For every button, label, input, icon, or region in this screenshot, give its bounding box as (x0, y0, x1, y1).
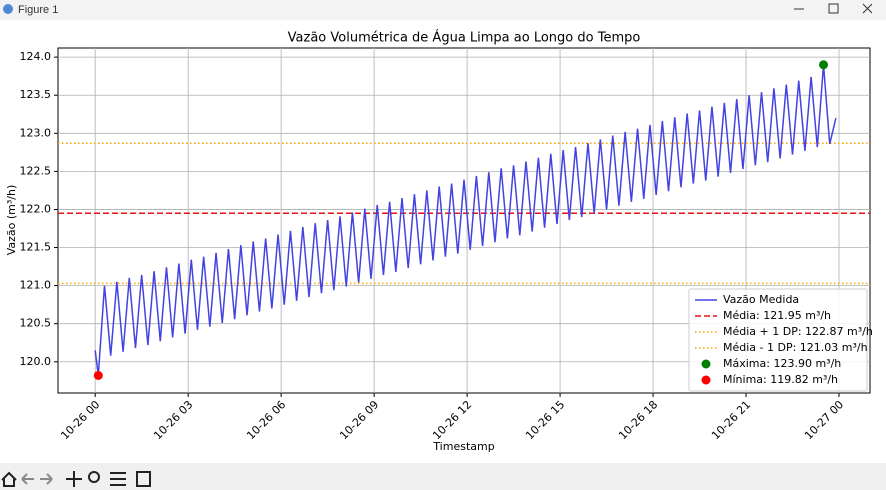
y-tick-label: 120.5 (20, 317, 52, 330)
y-tick-label: 122.5 (20, 164, 52, 177)
y-tick-label: 124.0 (20, 50, 52, 63)
y-tick-label: 121.0 (20, 279, 52, 292)
maximize-button[interactable] (828, 3, 839, 14)
legend-box (688, 288, 868, 392)
forward-button[interactable] (40, 473, 53, 485)
save-button[interactable] (136, 471, 151, 487)
extreme-point (93, 370, 103, 380)
y-tick-label: 120.0 (20, 355, 52, 368)
legend-label: Mínima: 119.82 m³/h (723, 373, 838, 386)
legend-label: Máxima: 123.90 m³/h (723, 357, 841, 370)
y-tick-label: 123.5 (20, 88, 52, 101)
y-tick-label: 123.0 (20, 126, 52, 139)
x-axis-label: Timestamp (432, 440, 494, 453)
back-button[interactable] (21, 473, 34, 485)
extreme-point (819, 60, 829, 70)
legend-label: Média: 121.95 m³/h (723, 309, 831, 322)
chart-title: Vazão Volumétrica de Água Limpa ao Longo… (288, 30, 641, 46)
legend-swatch (701, 359, 711, 369)
home-button[interactable] (1, 471, 17, 487)
pan-button[interactable] (66, 471, 82, 487)
legend-label: Média + 1 DP: 122.87 m³/h (723, 325, 873, 338)
app-icon (3, 4, 13, 14)
y-axis-label: Vazão (m³/h) (5, 185, 18, 256)
title-bar (0, 0, 886, 20)
legend-label: Vazão Medida (723, 293, 799, 306)
close-button[interactable] (862, 3, 873, 14)
figure (0, 20, 886, 463)
y-tick-label: 121.5 (20, 241, 52, 254)
toolbar (0, 463, 886, 490)
legend-swatch (701, 375, 711, 385)
legend-label: Média - 1 DP: 121.03 m³/h (723, 341, 868, 354)
configure-button[interactable] (110, 472, 126, 486)
plot-frame (57, 47, 871, 394)
zoom-button[interactable] (88, 471, 100, 483)
y-tick-label: 122.0 (20, 202, 52, 215)
window-title: Figure 1 (18, 4, 58, 16)
data-line (94, 64, 837, 376)
